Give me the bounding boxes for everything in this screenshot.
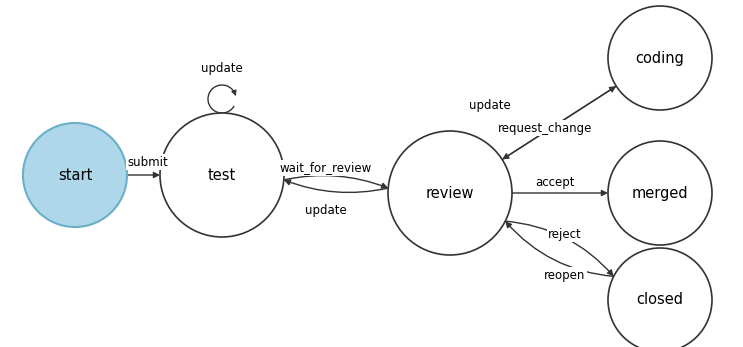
Text: update: update (201, 61, 243, 75)
Text: start: start (58, 168, 92, 183)
Text: request_change: request_change (498, 121, 592, 135)
FancyArrowPatch shape (512, 191, 606, 195)
Ellipse shape (23, 123, 127, 227)
FancyArrowPatch shape (504, 86, 616, 159)
Text: reopen: reopen (545, 269, 585, 281)
FancyArrowPatch shape (505, 221, 613, 275)
Ellipse shape (608, 248, 712, 347)
Ellipse shape (160, 113, 284, 237)
Text: reject: reject (548, 228, 582, 240)
Text: test: test (208, 168, 236, 183)
Text: accept: accept (535, 176, 575, 188)
Text: update: update (469, 99, 511, 111)
Text: closed: closed (637, 293, 684, 307)
Text: update: update (305, 203, 347, 217)
FancyArrowPatch shape (502, 87, 615, 160)
FancyArrowPatch shape (127, 172, 158, 178)
FancyArrowPatch shape (284, 176, 387, 188)
Text: submit: submit (128, 155, 169, 169)
FancyArrowPatch shape (506, 222, 614, 277)
Text: review: review (426, 186, 474, 201)
Ellipse shape (608, 6, 712, 110)
Text: coding: coding (635, 51, 684, 66)
Ellipse shape (388, 131, 512, 255)
FancyArrowPatch shape (285, 180, 388, 193)
Text: wait_for_review: wait_for_review (280, 161, 372, 175)
Ellipse shape (608, 141, 712, 245)
Text: merged: merged (632, 186, 688, 201)
